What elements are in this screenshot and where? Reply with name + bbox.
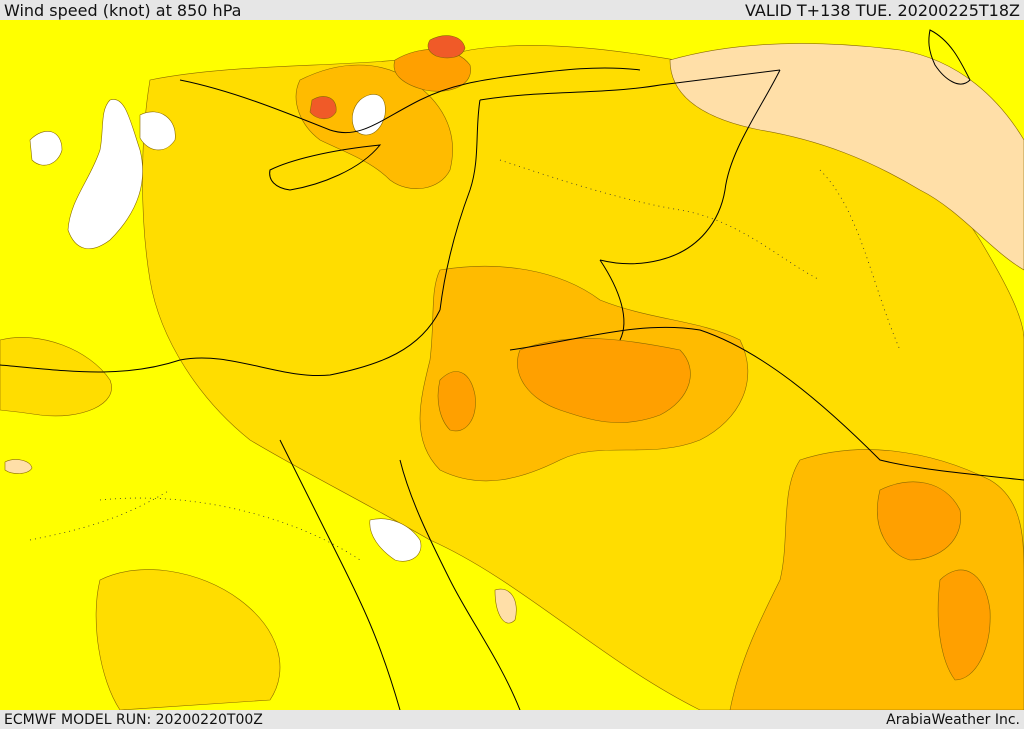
header-bar: Wind speed (knot) at 850 hPa VALID T+138…	[0, 0, 1024, 20]
coastline-cyprus	[269, 144, 382, 191]
contour-higher-center	[517, 338, 691, 423]
border-saudi-iraq	[509, 326, 1024, 481]
contour-pale-levant-south	[494, 588, 517, 624]
map-canvas	[0, 20, 1024, 710]
contour-pale-west	[4, 459, 33, 474]
boundaries	[0, 29, 1024, 710]
model-run: ECMWF MODEL RUN: 20200220T00Z	[4, 711, 263, 728]
coastline-north	[179, 67, 641, 134]
contour-higher-levant	[437, 371, 476, 432]
contour-white-mediterranean	[67, 99, 143, 249]
contour-white-crete	[139, 111, 176, 151]
contour-higher-far-east	[937, 569, 991, 681]
coastline-mediterranean-south	[0, 309, 441, 377]
coastline-red-sea-west	[279, 439, 401, 710]
dotted-contour-3	[819, 169, 901, 351]
coastline-caspian	[928, 29, 971, 85]
valid-time: VALID T+138 TUE. 20200225T18Z	[744, 0, 1020, 20]
footer-bar: ECMWF MODEL RUN: 20200220T00Z ArabiaWeat…	[0, 710, 1024, 729]
border-syria-turkey	[479, 69, 781, 101]
contour-white-aegean	[29, 131, 63, 166]
dotted-contour-4	[29, 489, 171, 541]
wind-speed-map[interactable]	[0, 20, 1024, 710]
contour-peak-anatolia	[427, 35, 466, 59]
border-iraq-iran	[599, 69, 781, 265]
contour-white-red-sea	[369, 518, 422, 562]
credit: ArabiaWeather Inc.	[886, 711, 1020, 728]
contour-peak-cyprus-north	[309, 96, 337, 120]
coastline-levant	[439, 99, 481, 311]
contour-higher-southeast	[877, 481, 961, 561]
contour-pale-northeast	[669, 43, 1024, 271]
contour-mid-southwest	[95, 569, 281, 710]
map-title: Wind speed (knot) at 850 hPa	[4, 0, 242, 20]
border-iraq-syria	[599, 259, 625, 341]
dotted-contours	[29, 159, 901, 561]
contour-white-anatolia	[351, 93, 386, 136]
coastline-red-sea-east	[399, 459, 521, 710]
contour-west-band	[0, 337, 112, 417]
